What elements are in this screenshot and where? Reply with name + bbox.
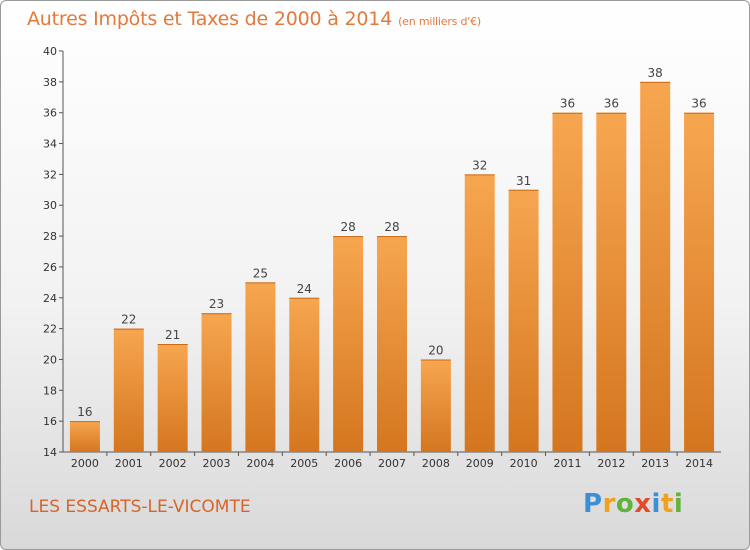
y-tick-label: 32 <box>43 168 57 181</box>
x-tick-label-2007: 2007 <box>378 457 406 470</box>
proxiti-logo: Proxiti <box>583 489 683 519</box>
bar-2002 <box>157 344 188 452</box>
x-tick-label-2010: 2010 <box>510 457 538 470</box>
x-tick-label-2002: 2002 <box>159 457 187 470</box>
bar-2003 <box>201 313 232 452</box>
y-tick-label: 16 <box>43 415 57 428</box>
bar-2010 <box>508 189 539 453</box>
bar-2013 <box>640 81 671 452</box>
y-tick-label: 14 <box>43 446 57 459</box>
y-tick-label: 38 <box>43 76 57 89</box>
chart-title: Autres Impôts et Taxes de 2000 à 2014 (en… <box>27 8 481 30</box>
y-tick-label: 26 <box>43 261 57 274</box>
bar-2006 <box>333 236 364 452</box>
bar-2005 <box>289 297 320 452</box>
data-label-2000: 16 <box>77 405 92 419</box>
x-tick-label-2004: 2004 <box>246 457 274 470</box>
y-tick-label: 28 <box>43 230 57 243</box>
x-tick-label-2011: 2011 <box>553 457 581 470</box>
x-tick-label-2008: 2008 <box>422 457 450 470</box>
data-label-2012: 36 <box>604 97 619 111</box>
chart-data-labels: 16 22 21 23 25 24 28 28 20 32 31 36 36 38 36 <box>77 66 706 419</box>
x-tick-label-2000: 2000 <box>71 457 99 470</box>
y-tick-label: 20 <box>43 353 57 366</box>
x-tick-label-2013: 2013 <box>641 457 669 470</box>
x-tick-label-2006: 2006 <box>334 457 362 470</box>
data-label-2003: 23 <box>209 297 224 311</box>
bar-2012 <box>596 112 627 452</box>
bar-2000 <box>69 421 100 452</box>
logo-letter: x <box>634 489 652 519</box>
y-tick-label: 34 <box>43 138 57 151</box>
data-label-2014: 36 <box>691 97 706 111</box>
chart-bars <box>69 81 715 453</box>
commune-name: LES ESSARTS-LE-VICOMTE <box>29 497 251 517</box>
logo-letter: P <box>583 489 603 519</box>
bar-2007 <box>377 236 407 452</box>
x-tick-label-2012: 2012 <box>597 457 625 470</box>
data-label-2005: 24 <box>297 282 312 296</box>
bar-2011 <box>552 112 583 452</box>
x-tick-label-2001: 2001 <box>115 457 143 470</box>
logo-letter: t <box>660 489 674 519</box>
y-tick-label: 36 <box>43 107 57 120</box>
data-label-2010: 31 <box>516 174 531 188</box>
logo-letter: r <box>602 489 616 519</box>
x-tick-label-2005: 2005 <box>290 457 318 470</box>
data-label-2008: 20 <box>428 343 443 357</box>
data-label-2001: 22 <box>121 313 136 327</box>
y-tick-label: 24 <box>43 292 57 305</box>
logo-letter: o <box>615 489 635 519</box>
logo-letter: i <box>673 489 684 519</box>
y-tick-label: 22 <box>43 323 57 336</box>
data-label-2009: 32 <box>472 158 487 172</box>
x-tick-label-2014: 2014 <box>685 457 713 470</box>
bar-2014 <box>684 112 715 452</box>
bar-2009 <box>464 174 495 452</box>
data-label-2011: 36 <box>560 97 575 111</box>
logo-letter: i <box>651 489 661 519</box>
bar-2001 <box>113 328 144 452</box>
data-label-2006: 28 <box>340 220 355 234</box>
y-tick-label: 18 <box>43 384 57 397</box>
x-tick-label-2009: 2009 <box>466 457 494 470</box>
chart-title-text: Autres Impôts et Taxes de 2000 à 2014 <box>27 8 393 30</box>
data-label-2002: 21 <box>165 328 180 342</box>
bar-2004 <box>245 282 276 452</box>
data-label-2007: 28 <box>384 220 399 234</box>
x-tick-label-2003: 2003 <box>203 457 231 470</box>
y-tick-label: 40 <box>43 45 57 58</box>
chart-unit: (en milliers d'€) <box>398 15 481 28</box>
bar-2008 <box>420 359 451 452</box>
data-label-2013: 38 <box>648 66 663 80</box>
data-label-2004: 25 <box>253 266 268 280</box>
y-tick-label: 30 <box>43 199 57 212</box>
